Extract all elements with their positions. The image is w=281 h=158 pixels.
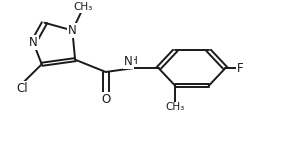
Text: Cl: Cl bbox=[16, 82, 28, 95]
Text: N: N bbox=[29, 36, 38, 49]
Text: CH₃: CH₃ bbox=[166, 102, 185, 112]
Text: N: N bbox=[124, 55, 133, 68]
Text: F: F bbox=[237, 62, 244, 75]
Text: O: O bbox=[101, 93, 110, 106]
Text: N: N bbox=[68, 24, 77, 37]
Text: H: H bbox=[130, 56, 137, 66]
Text: CH₃: CH₃ bbox=[74, 2, 93, 12]
